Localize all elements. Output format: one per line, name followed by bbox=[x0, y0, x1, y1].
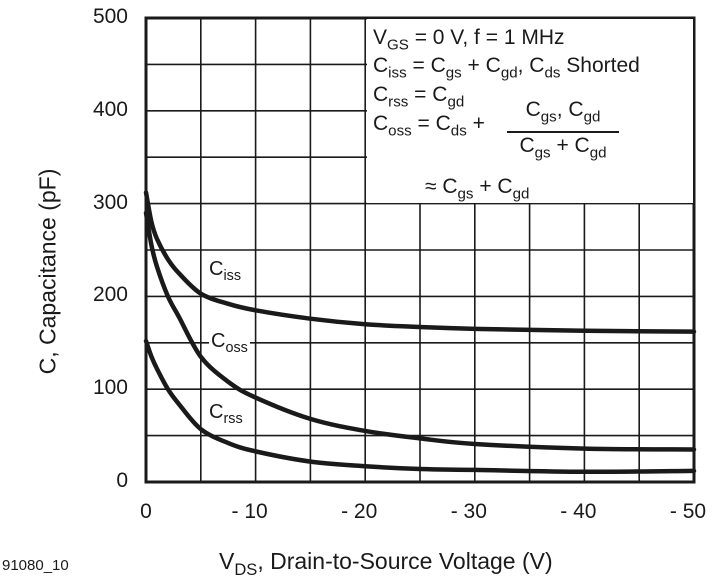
y-axis-label: C, Capacitance (pF) bbox=[34, 168, 61, 375]
series-label-ciss: Ciss bbox=[207, 258, 244, 285]
x-tick-label: - 30 bbox=[450, 500, 487, 523]
figure-id: 91080_10 bbox=[2, 557, 69, 574]
annotation-line-5: ≈ Cgs + Cgd bbox=[425, 175, 530, 203]
conditions-annotation: VGS = 0 V, f = 1 MHz Ciss = Cgs + Cgd, C… bbox=[367, 19, 693, 203]
y-tick-label: 300 bbox=[92, 190, 128, 214]
annotation-fraction: Cgs, Cgd Cgs + Cgd bbox=[507, 97, 619, 167]
y-tick-label: 400 bbox=[92, 97, 128, 121]
series-curve-coss bbox=[143, 210, 697, 452]
x-tick-label: 0 bbox=[140, 500, 152, 523]
annotation-line-3: Crss = Cgd bbox=[373, 83, 465, 111]
annotation-line-4: Coss = Cds + bbox=[373, 112, 485, 140]
x-axis-label: VDS, Drain-to-Source Voltage (V) bbox=[219, 548, 553, 579]
fraction-denominator: Cgs + Cgd bbox=[519, 134, 607, 162]
curves bbox=[143, 190, 697, 475]
y-tick-label: 0 bbox=[116, 469, 128, 492]
series-curve-ciss bbox=[143, 190, 697, 334]
y-tick-label: 500 bbox=[92, 5, 128, 28]
y-tick-label: 200 bbox=[92, 283, 128, 307]
series-label-coss: Coss bbox=[209, 330, 250, 357]
x-tick-label: - 40 bbox=[560, 500, 597, 523]
series-label-crss: Crss bbox=[207, 401, 245, 428]
fraction-numerator: Cgs, Cgd bbox=[507, 97, 619, 134]
y-tick-label: 100 bbox=[92, 376, 128, 400]
annotation-line-2: Ciss = Cgs + Cgd, Cds Shorted bbox=[373, 54, 640, 82]
x-tick-label: - 10 bbox=[231, 500, 268, 523]
plot-frame bbox=[144, 16, 696, 484]
series-curve-crss bbox=[143, 338, 697, 475]
x-tick-label: - 50 bbox=[669, 500, 707, 523]
x-tick-label: - 20 bbox=[341, 500, 378, 523]
annotation-line-1: VGS = 0 V, f = 1 MHz bbox=[373, 26, 565, 54]
